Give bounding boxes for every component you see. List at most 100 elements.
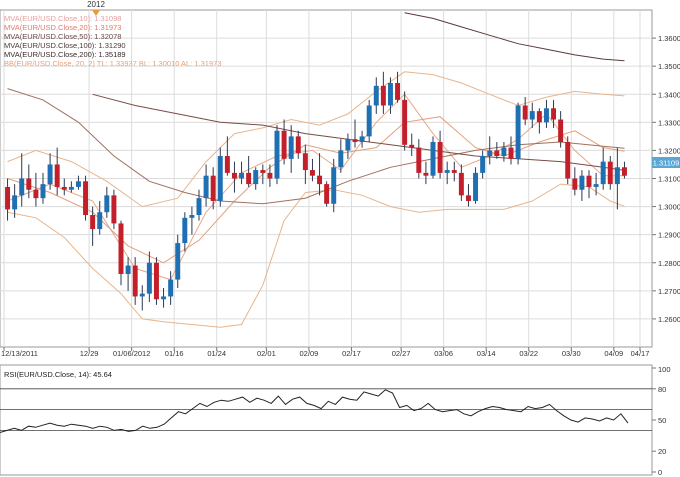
candle-body-up	[543, 108, 549, 123]
candle-body-up	[47, 164, 53, 185]
candle	[309, 158, 315, 182]
candle	[515, 102, 521, 165]
date-tick-label: 02/01	[257, 349, 276, 358]
candle-body-up	[40, 184, 46, 199]
rsi-tick-label: 20	[658, 447, 666, 456]
candle-body-up	[12, 195, 18, 210]
candle-body-up	[338, 150, 344, 168]
candle	[153, 257, 159, 305]
candle	[465, 184, 471, 207]
overlay-line	[7, 88, 625, 205]
candle	[352, 119, 358, 148]
rsi-line	[0, 389, 629, 433]
candle-body-down	[423, 172, 429, 176]
candle-body-down	[132, 265, 138, 297]
candle	[621, 161, 627, 179]
candle-body-up	[473, 172, 479, 201]
candle-body-down	[224, 156, 230, 173]
candle-body-down	[409, 144, 415, 148]
candle-body-up	[387, 83, 393, 106]
candle	[267, 164, 273, 187]
candle-body-up	[203, 175, 209, 199]
candle	[551, 99, 557, 128]
date-tick-label: 02/17	[342, 349, 361, 358]
candle-body-down	[551, 108, 557, 120]
legend-bollinger: BB(EUR/USD.Close, 20, 2) TL: 1.33937 BL:…	[4, 59, 222, 68]
candle-body-up	[430, 141, 436, 176]
legend-mva200: MVA(EUR/USD.Close,200): 1.35189	[4, 50, 126, 59]
candle	[288, 125, 294, 173]
candle	[139, 285, 145, 311]
candle-body-up	[366, 105, 372, 137]
rsi-tick-label: 100	[658, 365, 671, 374]
candle	[600, 147, 606, 190]
date-tick-label: 12/29	[80, 349, 99, 358]
candle	[90, 206, 96, 246]
candle-body-down	[267, 172, 273, 179]
candle-body-down	[416, 147, 422, 173]
candle	[189, 206, 195, 235]
candle	[508, 136, 514, 165]
candle	[146, 251, 152, 303]
rsi-tick-label: 50	[658, 416, 666, 425]
candle	[75, 175, 81, 190]
candle	[529, 102, 535, 128]
date-tick-label: 04/09	[604, 349, 623, 358]
candle-body-down	[54, 164, 60, 187]
candle-body-down	[586, 175, 592, 187]
candle-body-down	[90, 215, 96, 230]
candle	[26, 164, 32, 199]
candle	[54, 147, 60, 196]
candle-body-down	[295, 136, 301, 154]
candle	[231, 161, 237, 193]
candle-body-down	[281, 130, 287, 159]
candle-body-up	[288, 136, 294, 159]
price-tick-label: 1.2800	[658, 259, 680, 268]
candle	[217, 147, 223, 207]
price-tick-label: 1.3000	[658, 203, 680, 212]
candle	[501, 141, 507, 162]
price-tick-label: 1.3500	[658, 62, 680, 71]
candle-body-up	[175, 243, 181, 280]
date-tick-label: 03/22	[519, 349, 538, 358]
candle	[494, 141, 500, 159]
candle-body-up	[444, 170, 450, 173]
candle-body-down	[621, 167, 627, 176]
candle-body-down	[26, 178, 32, 190]
price-tick-label: 1.3200	[658, 146, 680, 155]
candle-body-up	[274, 130, 280, 179]
candle-body-down	[118, 223, 124, 274]
candle	[97, 200, 103, 235]
candle	[47, 153, 53, 190]
candle-body-up	[104, 195, 110, 213]
candle-body-up	[139, 293, 145, 297]
candle-body-down	[61, 186, 67, 190]
candle	[558, 111, 564, 148]
candle-body-down	[33, 189, 39, 199]
candle-body-up	[253, 170, 259, 185]
rsi-title: RSI(EUR/USD.Close, 14): 45.64	[4, 370, 112, 379]
year-marker: 2012	[87, 0, 105, 16]
candle-body-down	[231, 172, 237, 179]
date-tick-label: 03/14	[477, 349, 496, 358]
candle	[274, 125, 280, 185]
candle	[366, 99, 372, 142]
candle	[196, 189, 202, 221]
candle	[565, 136, 571, 185]
candle-body-down	[317, 175, 323, 185]
candle	[345, 133, 351, 159]
candle-body-up	[593, 184, 599, 187]
date-tick-label: 03/06	[434, 349, 453, 358]
candle-body-up	[161, 296, 167, 300]
rsi-tick-label: 80	[658, 385, 666, 394]
candle-body-down	[508, 147, 514, 159]
candle	[302, 144, 308, 185]
date-tick-label: 02/09	[300, 349, 319, 358]
candle	[444, 161, 450, 185]
candle	[40, 172, 46, 204]
candle-body-up	[68, 186, 74, 190]
candle	[572, 167, 578, 196]
date-axis: 12/13/2011 12/29 01/06/2012 01/16 01/24 02/01…	[1, 347, 649, 358]
candle-body-down	[465, 195, 471, 201]
candle-body-down	[246, 172, 252, 185]
